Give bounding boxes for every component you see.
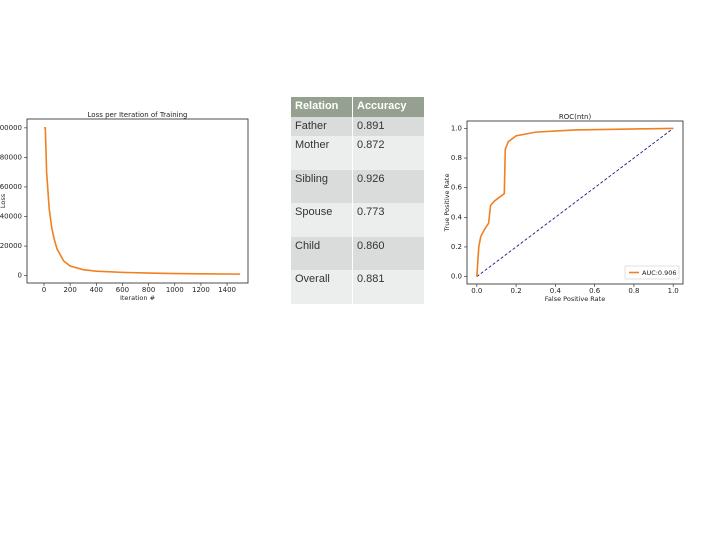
- x-tick-label: 0.8: [628, 287, 639, 295]
- x-tick-label: 1200: [192, 286, 210, 294]
- chart-title: Loss per Iteration of Training: [88, 111, 188, 119]
- table-cell: 0.860: [357, 240, 385, 252]
- y-tick-label: 0.0: [451, 273, 462, 281]
- table-row: Mother 0.872: [291, 136, 424, 170]
- table-cell: 0.773: [357, 206, 385, 218]
- table-cell: Relation: [291, 97, 353, 117]
- y-tick-label: 20000: [0, 242, 22, 250]
- y-tick-label: 100000: [0, 124, 22, 132]
- table-cell: Mother: [291, 136, 353, 170]
- plot-frame: [26, 118, 249, 284]
- table-cell: Overall: [291, 270, 353, 304]
- y-tick-label: 60000: [0, 183, 22, 191]
- x-tick-label: 600: [116, 286, 129, 294]
- x-tick-label: 400: [90, 286, 103, 294]
- accuracy-table: Relation Accuracy Father 0.891 Mother 0.872 Si…: [291, 97, 424, 304]
- x-tick-label: 1400: [218, 286, 236, 294]
- table-cell: 0.926: [357, 173, 385, 185]
- table-cell: 0.881: [357, 273, 385, 285]
- table-row: Overall 0.881: [291, 270, 424, 304]
- y-axis-label: Loss: [0, 193, 7, 208]
- y-tick-label: 80000: [0, 153, 22, 161]
- table-cell: Father: [291, 117, 353, 136]
- x-tick-label: 0.2: [511, 287, 522, 295]
- legend-label: AUC:0.906: [642, 269, 677, 277]
- plot-frame: [466, 120, 684, 285]
- x-tick-label: 800: [142, 286, 155, 294]
- table-cell: 0.891: [357, 120, 385, 132]
- table-row: Spouse 0.773: [291, 203, 424, 237]
- line: [476, 127, 674, 277]
- y-tick-label: 0: [18, 272, 22, 280]
- table-cell: Accuracy: [357, 100, 407, 112]
- x-tick-label: 0.6: [589, 287, 601, 295]
- table-row: Child 0.860: [291, 237, 424, 270]
- table-cell: Child: [291, 237, 353, 270]
- y-tick-label: 0.8: [451, 154, 462, 162]
- table-row: Relation Accuracy: [291, 97, 424, 117]
- table-cell: Sibling: [291, 170, 353, 203]
- x-tick-label: 0: [42, 286, 46, 294]
- table-row: Father 0.891: [291, 117, 424, 136]
- x-axis-label: Iteration #: [120, 294, 155, 302]
- table-cell: 0.872: [357, 139, 385, 151]
- y-axis-label: True Positive Rate: [443, 174, 451, 233]
- y-tick-label: 1.0: [451, 124, 462, 132]
- y-tick-label: 0.6: [451, 184, 463, 192]
- table-row: Sibling 0.926: [291, 170, 424, 203]
- y-tick-label: 0.2: [451, 243, 462, 251]
- x-axis-label: False Positive Rate: [545, 295, 605, 303]
- chart-title: ROC(ntn): [559, 113, 592, 121]
- legend-box: [624, 265, 680, 280]
- x-tick-label: 200: [63, 286, 76, 294]
- x-tick-label: 1.0: [668, 287, 679, 295]
- y-tick-label: 0.4: [451, 213, 463, 221]
- table-cell: Spouse: [291, 203, 353, 237]
- x-tick-label: 0.4: [550, 287, 562, 295]
- y-tick-label: 40000: [0, 213, 22, 221]
- x-tick-label: 1000: [166, 286, 184, 294]
- line: [44, 127, 241, 275]
- x-tick-label: 0.0: [471, 287, 482, 295]
- reference-line: [476, 128, 674, 277]
